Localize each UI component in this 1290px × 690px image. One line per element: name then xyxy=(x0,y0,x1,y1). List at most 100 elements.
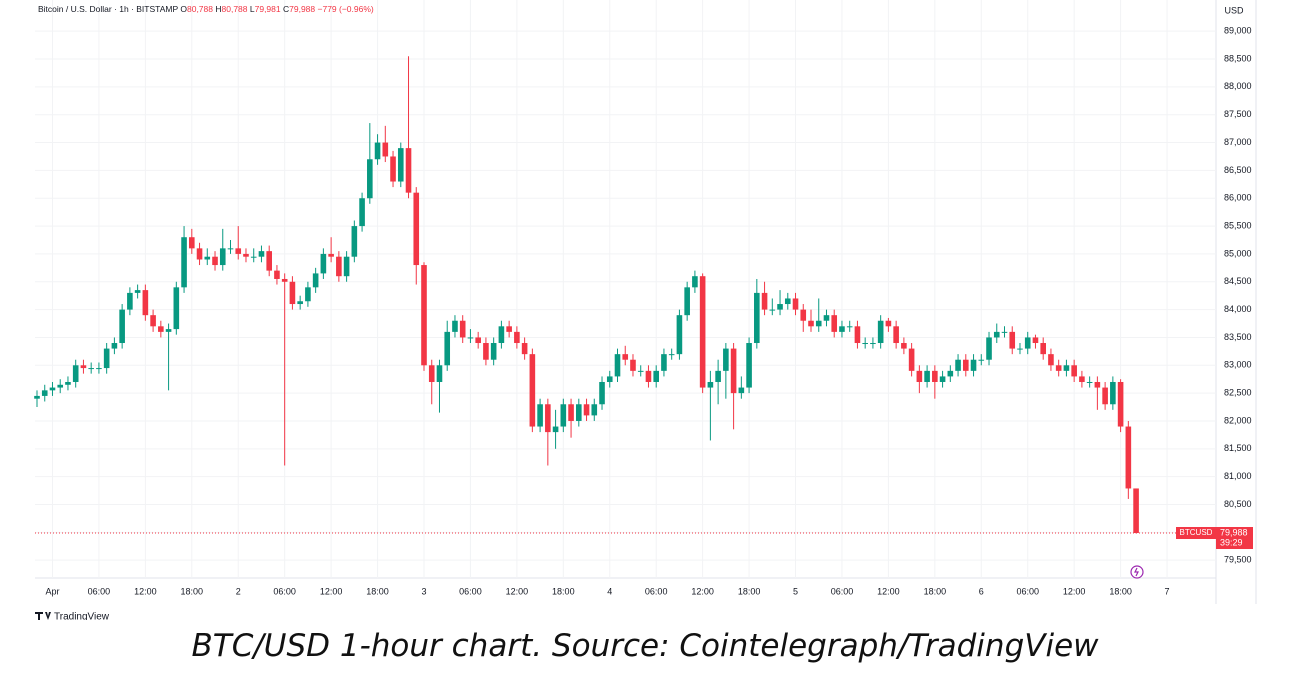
candle-body xyxy=(653,370,659,382)
countdown: 39:29 xyxy=(1220,537,1243,547)
candle-body xyxy=(707,381,714,388)
candle-body xyxy=(599,381,605,405)
candle-body xyxy=(297,301,303,305)
x-tick-label: 5 xyxy=(793,586,798,596)
candle-body xyxy=(328,253,334,257)
candle-body xyxy=(1040,343,1046,355)
y-tick-label: 85,500 xyxy=(1224,220,1252,230)
candle-body xyxy=(452,320,458,332)
y-tick-label: 83,500 xyxy=(1224,332,1252,342)
y-tick-label: 81,000 xyxy=(1224,471,1252,481)
candle-body xyxy=(769,309,776,311)
candle-body xyxy=(560,404,567,427)
candle-body xyxy=(692,276,698,288)
x-tick-label: 7 xyxy=(1165,586,1170,596)
candle-body xyxy=(1032,337,1039,344)
x-tick-label: 12:00 xyxy=(1063,586,1086,596)
candle-body xyxy=(521,343,528,355)
x-tick-label: 18:00 xyxy=(552,586,575,596)
x-tick-label: 18:00 xyxy=(366,586,389,596)
candle-body xyxy=(870,343,876,345)
candle-body xyxy=(250,256,257,258)
candle-body xyxy=(459,320,466,338)
candle-body xyxy=(784,298,791,305)
candle-body xyxy=(150,315,156,327)
candle-body xyxy=(1117,381,1124,427)
candle-body xyxy=(1079,376,1085,382)
candle-body xyxy=(219,248,226,266)
y-tick-label: 84,000 xyxy=(1224,304,1252,314)
candle-body xyxy=(390,156,396,182)
x-tick-label: 06:00 xyxy=(459,586,482,596)
candle-body xyxy=(885,320,892,327)
candle-body xyxy=(815,320,822,327)
candle-body xyxy=(103,348,110,369)
candle-body xyxy=(142,290,149,316)
caption: BTC/USD 1-hour chart. Source: Cointelegr… xyxy=(191,628,1099,664)
candle-body xyxy=(444,331,451,366)
candle-body xyxy=(1071,365,1077,377)
candle-body xyxy=(862,343,868,345)
y-tick-label: 81,500 xyxy=(1224,443,1252,453)
y-tick-label: 86,000 xyxy=(1224,193,1252,203)
candle-body xyxy=(173,287,180,330)
candle-body xyxy=(738,387,745,394)
legend-value: 79,988 xyxy=(289,4,315,14)
candle-body xyxy=(529,354,536,427)
candle-body xyxy=(730,348,737,394)
candle-body xyxy=(475,337,481,344)
y-axis-label: USD xyxy=(1224,5,1244,15)
candle-body xyxy=(792,298,799,310)
candle-body xyxy=(924,370,930,382)
legend-value: 80,788 xyxy=(222,4,248,14)
legend-value: 79,981 xyxy=(255,4,281,14)
candle-body xyxy=(831,315,838,332)
x-tick-label: 06:00 xyxy=(273,586,296,596)
candle-body xyxy=(993,331,1000,338)
x-tick-label: 12:00 xyxy=(877,586,900,596)
legend-key: O xyxy=(180,4,187,14)
candle-body xyxy=(846,326,853,328)
y-tick-label: 85,000 xyxy=(1224,248,1252,258)
candle-body xyxy=(1086,381,1093,383)
replay-icon xyxy=(1130,565,1144,579)
x-tick-label: 06:00 xyxy=(1016,586,1039,596)
candle-body xyxy=(1017,348,1023,350)
candle-body xyxy=(57,384,64,388)
candle-body xyxy=(699,276,706,388)
candle-body xyxy=(367,159,373,199)
x-tick-label: 12:00 xyxy=(506,586,529,596)
candle-body xyxy=(630,359,636,371)
candle-body xyxy=(916,370,923,382)
candle-body xyxy=(483,343,489,360)
candle-body xyxy=(823,315,830,321)
candle-body xyxy=(490,343,497,360)
candle-body xyxy=(343,256,350,277)
candle-body xyxy=(405,148,412,193)
candle-body xyxy=(591,404,598,416)
candle-body xyxy=(1133,488,1139,534)
candle-body xyxy=(227,248,234,250)
candle-body xyxy=(421,265,427,366)
candle-body xyxy=(281,278,288,282)
y-tick-label: 82,500 xyxy=(1224,388,1252,398)
y-tick-label: 87,500 xyxy=(1224,109,1252,119)
candle-body xyxy=(413,192,420,266)
candle-body xyxy=(808,320,814,327)
legend-value: 80,788 xyxy=(187,4,213,14)
candle-body xyxy=(351,226,358,257)
candle-body xyxy=(932,370,938,382)
candle-body xyxy=(576,404,582,421)
candle-body xyxy=(165,329,172,332)
header-title: Bitcoin / U.S. Dollar · 1h · BITSTAMP xyxy=(38,4,178,14)
x-tick-label: 2 xyxy=(236,586,241,596)
candle-body xyxy=(986,337,992,360)
x-tick-label: 18:00 xyxy=(181,586,204,596)
legend-key: C xyxy=(283,4,289,14)
x-tick-label: 18:00 xyxy=(738,586,761,596)
candle-body xyxy=(359,198,365,227)
candle-body xyxy=(127,292,133,310)
candle-body xyxy=(320,253,327,274)
candle-body xyxy=(65,381,71,385)
x-tick-label: 06:00 xyxy=(645,586,668,596)
